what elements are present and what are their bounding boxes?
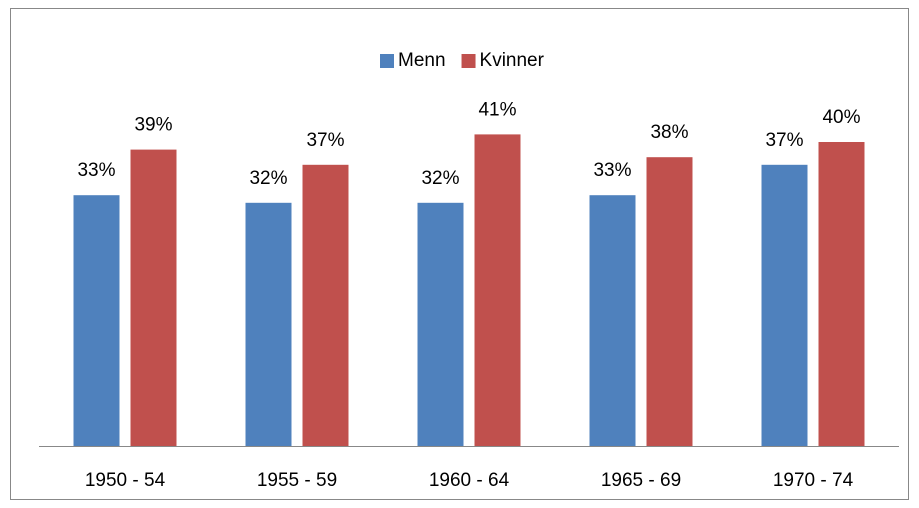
bar [130,149,177,446]
bar [589,195,636,446]
legend-label: Kvinner [480,50,545,71]
x-tick-label: 1965 - 69 [601,470,681,491]
bar [646,157,693,446]
legend-swatch [461,54,476,68]
bar [417,202,464,446]
x-tick-label: 1950 - 54 [85,470,166,491]
data-label: 33% [77,160,115,181]
data-label: 38% [650,122,688,143]
data-label: 32% [421,168,459,189]
legend-label: Menn [398,50,446,71]
x-tick-label: 1955 - 59 [257,470,337,491]
legend-swatch [380,54,394,68]
data-label: 37% [306,130,344,151]
data-label: 40% [822,107,860,128]
data-label: 41% [478,99,516,120]
data-label: 39% [134,115,172,136]
data-label: 32% [249,168,287,189]
bar [761,164,808,447]
bar [818,142,865,446]
bar [302,164,349,447]
x-tick-label: 1970 - 74 [773,470,854,491]
x-tick-label: 1960 - 64 [429,470,510,491]
data-label: 37% [765,130,803,151]
bar [73,195,120,446]
bar [474,134,521,446]
bar [245,202,292,446]
data-label: 33% [593,160,631,181]
